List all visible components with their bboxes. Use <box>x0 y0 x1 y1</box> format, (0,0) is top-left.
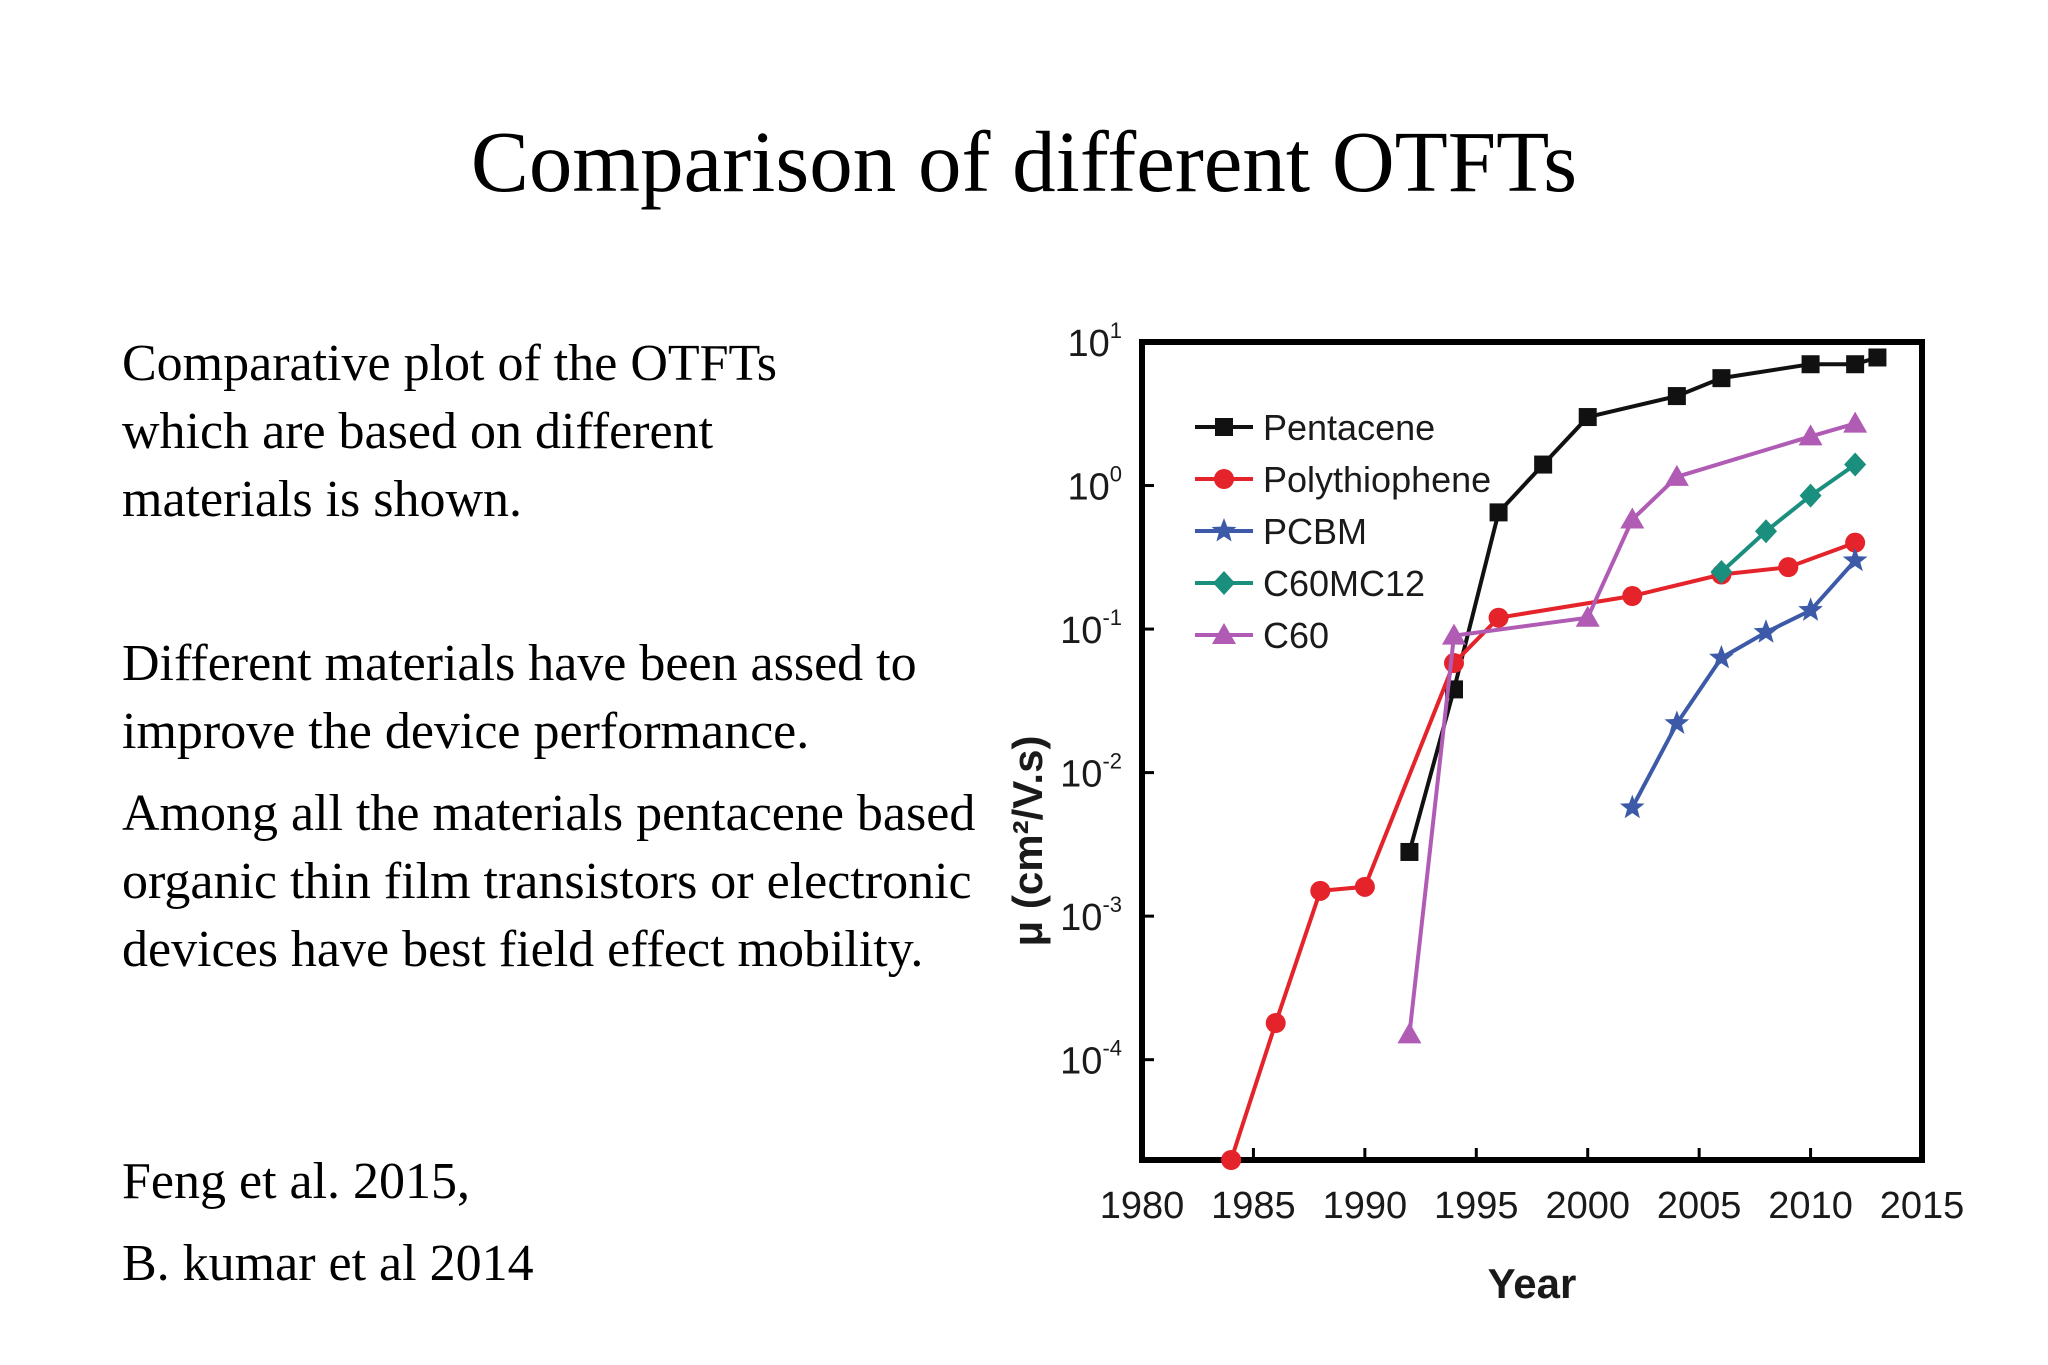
pcbm-point <box>1753 619 1779 643</box>
intro-paragraph: Comparative plot of the OTFTs which are … <box>122 335 777 528</box>
legend-label-c60: C60 <box>1263 615 1329 656</box>
mobility-chart: 101 100 10-1 10-2 10-3 10-4 1980 1985 1990 1995 20… <box>1004 318 1965 1307</box>
pcbm-point <box>1798 597 1823 621</box>
x-tick-label: 1985 <box>1211 1185 1296 1227</box>
c60-point <box>1442 623 1466 645</box>
polythiophene-point <box>1444 653 1464 674</box>
polythiophene-point <box>1845 532 1866 553</box>
reference-1: Feng et al. 2015, <box>122 1153 471 1210</box>
legend-marker-c60 <box>1212 623 1236 644</box>
y-tick-label: 10-3 <box>1060 892 1122 939</box>
c60mc12-point <box>1844 452 1867 477</box>
y-tick-label: 101 <box>1067 318 1122 365</box>
x-tick-label: 1995 <box>1434 1185 1519 1227</box>
c60-point <box>1397 1022 1422 1044</box>
legend-marker-pcbm <box>1211 518 1237 542</box>
polythiophene-point <box>1354 876 1375 897</box>
pentacene-point <box>1801 355 1820 374</box>
x-tick-label: 2005 <box>1657 1185 1742 1227</box>
legend-label-pentacene: Pentacene <box>1263 407 1435 448</box>
pcbm-point <box>1709 644 1734 669</box>
x-tick-label: 2010 <box>1768 1185 1853 1227</box>
c60-point <box>1843 411 1868 433</box>
c60mc12-point <box>1710 559 1733 584</box>
polythiophene-point <box>1221 1150 1242 1170</box>
pentacene-point <box>1846 355 1865 374</box>
pcbm-point <box>1619 794 1645 819</box>
series-c60 <box>1397 411 1868 1044</box>
x-axis-label: Year <box>1488 1260 1577 1307</box>
polythiophene-point <box>1310 880 1331 901</box>
pcbm-line <box>1630 559 1857 809</box>
pentacene-paragraph: Among all the materials pentacene based … <box>122 785 976 978</box>
c60-point <box>1575 605 1600 627</box>
legend-marker-polythiophene <box>1214 469 1234 489</box>
y-axis-label: μ (cm²/V.s) <box>1004 736 1051 947</box>
c60-point <box>1798 424 1823 446</box>
c60mc12-line <box>1720 462 1857 574</box>
y-tick-label: 10-4 <box>1060 1036 1122 1083</box>
pcbm-point <box>1664 710 1690 734</box>
c60mc12-point <box>1755 519 1777 544</box>
c60-point <box>1664 464 1689 486</box>
polythiophene-point <box>1265 1013 1286 1034</box>
pentacene-point <box>1868 348 1887 367</box>
y-tick-label: 100 <box>1067 462 1122 509</box>
polythiophene-point <box>1488 607 1509 628</box>
reference-2: B. kumar et al 2014 <box>122 1235 534 1292</box>
series-pcbm <box>1619 547 1868 819</box>
c60mc12-point <box>1799 483 1822 508</box>
c60-point <box>1620 507 1645 529</box>
legend-marker-c60mc12 <box>1213 571 1235 595</box>
slide-title: Comparison of different OTFTs <box>470 113 1578 210</box>
pcbm-point <box>1842 547 1868 572</box>
plot-frame <box>1139 339 1925 1163</box>
materials-paragraph: Different materials have been assed to i… <box>122 635 917 760</box>
x-tick-label: 1990 <box>1323 1185 1408 1227</box>
legend-label-pcbm: PCBM <box>1263 511 1367 552</box>
series-pentacene <box>1400 348 1887 861</box>
series-c60mc12 <box>1710 452 1867 584</box>
legend: Pentacene Polythiophene PCBM C60MC12 C60 <box>1195 407 1491 656</box>
pentacene-point <box>1667 387 1686 406</box>
pentacene-line <box>1407 355 1878 853</box>
pentacene-point <box>1400 842 1419 861</box>
x-tick-label: 2000 <box>1545 1185 1630 1227</box>
legend-label-c60mc12: C60MC12 <box>1263 563 1425 604</box>
x-tick-label: 2015 <box>1880 1185 1965 1227</box>
pentacene-point <box>1578 408 1597 427</box>
polythiophene-point <box>1622 585 1643 606</box>
x-tick-label: 1980 <box>1100 1185 1185 1227</box>
y-tick-label: 10-1 <box>1060 605 1122 652</box>
pentacene-point <box>1489 503 1508 522</box>
polythiophene-line <box>1229 540 1856 1161</box>
polythiophene-point <box>1778 557 1799 578</box>
y-tick-label: 10-2 <box>1060 749 1122 796</box>
legend-marker-pentacene <box>1215 418 1233 436</box>
pentacene-point <box>1712 369 1731 388</box>
pentacene-point <box>1534 455 1553 474</box>
legend-label-polythiophene: Polythiophene <box>1263 459 1491 500</box>
